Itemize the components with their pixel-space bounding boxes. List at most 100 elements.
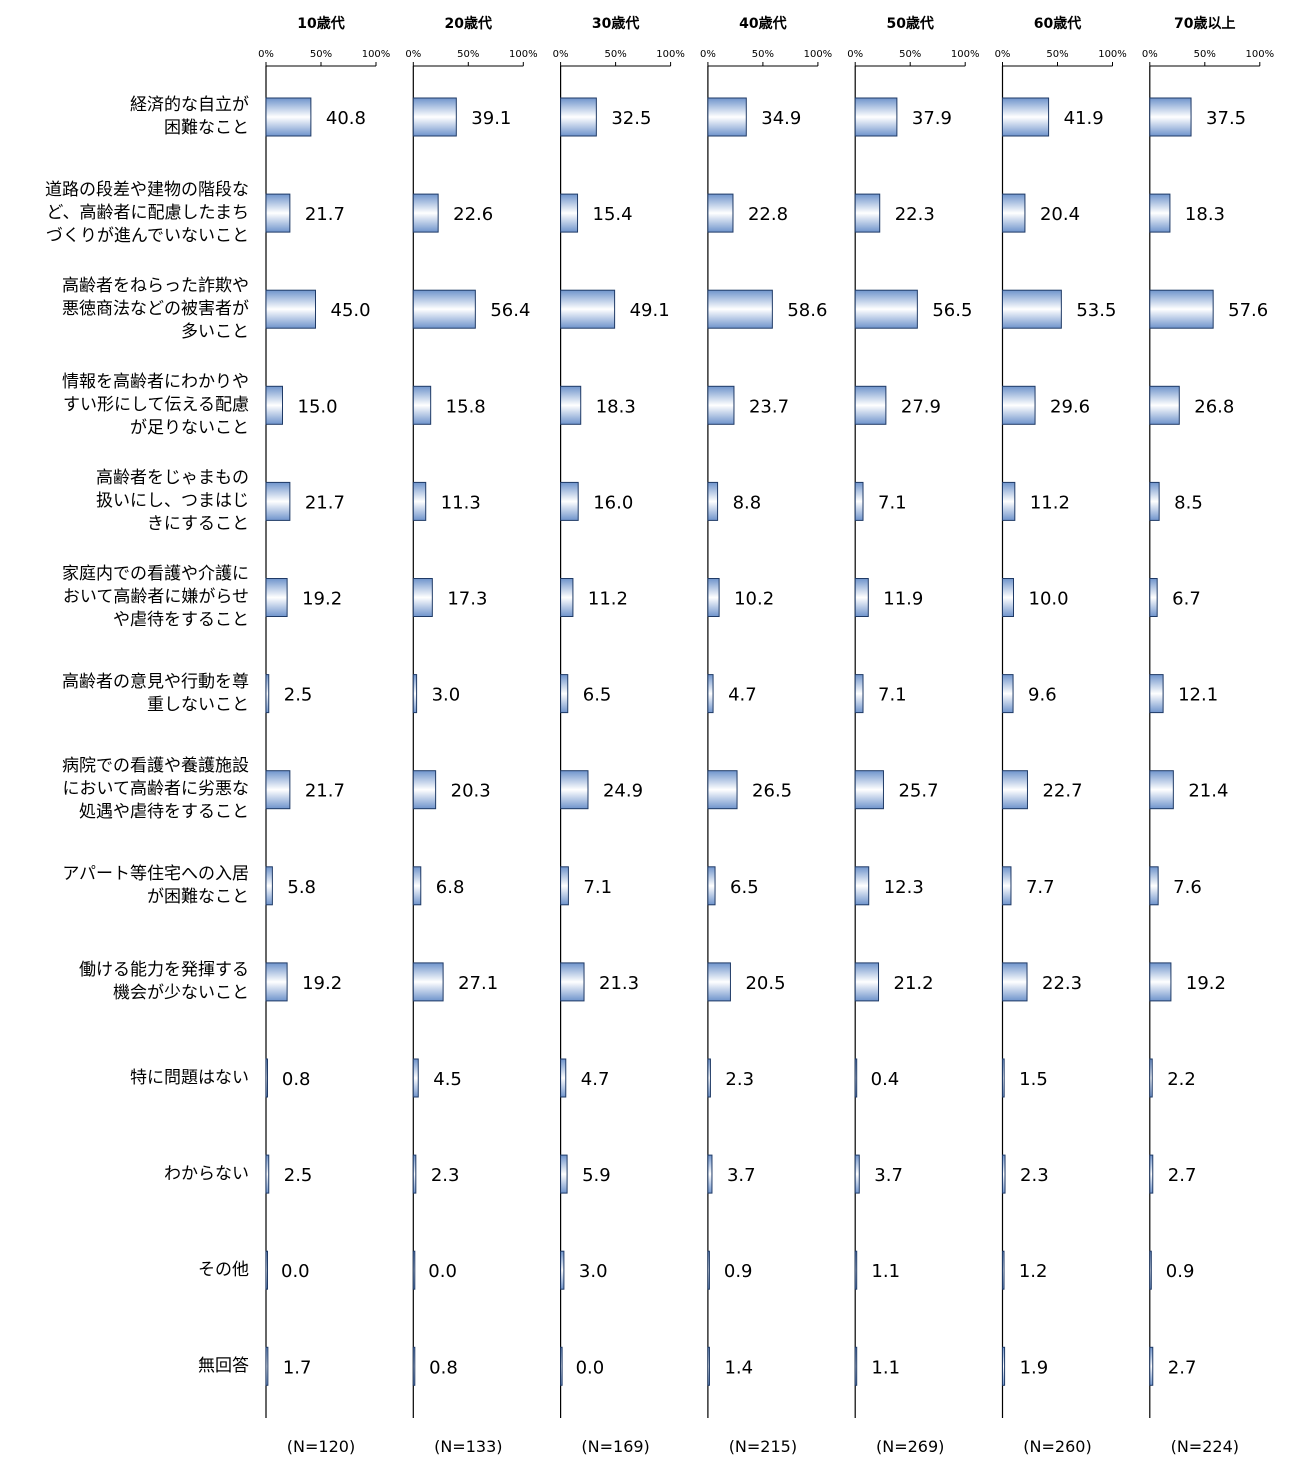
bar bbox=[707, 578, 720, 617]
data-label: 25.7 bbox=[898, 781, 938, 802]
bar bbox=[1002, 1346, 1006, 1386]
sample-size-label: (N=133) bbox=[434, 1437, 502, 1456]
bar bbox=[265, 1154, 270, 1194]
bar bbox=[1002, 578, 1014, 617]
category-label: 情報を高齢者にわかりや すい形にして伝える配慮 が足りないこと bbox=[62, 371, 249, 438]
bar bbox=[1149, 674, 1164, 714]
x-tick-label: 50% bbox=[457, 49, 479, 60]
data-label: 41.9 bbox=[1064, 108, 1104, 129]
category-label: 特に問題はない bbox=[130, 1067, 249, 1088]
sample-size-label: (N=260) bbox=[1023, 1437, 1091, 1456]
data-label: 27.1 bbox=[458, 973, 498, 994]
panel-3: 30歳代 0% 50% 100% 32.5 15.4 49.1 18.3 16.0 11.2 6.5… bbox=[553, 15, 685, 1456]
data-label: 27.9 bbox=[901, 396, 941, 417]
category-label: 道路の段差や建物の階段な ど、高齢者に配慮したまち づくりが進んでいないこと bbox=[45, 179, 249, 246]
bar bbox=[1002, 770, 1028, 810]
data-label: 1.9 bbox=[1020, 1357, 1049, 1378]
panel-5: 50歳代 0% 50% 100% 37.9 22.3 56.5 27.9 7.1 11.9 7.1 2… bbox=[847, 15, 979, 1456]
bar bbox=[412, 385, 432, 425]
data-label: 2.3 bbox=[725, 1069, 754, 1090]
data-label: 0.4 bbox=[871, 1069, 900, 1090]
bar bbox=[1149, 1058, 1153, 1098]
data-label: 12.3 bbox=[884, 877, 924, 898]
data-label: 8.5 bbox=[1174, 492, 1203, 513]
panel-title: 50歳代 bbox=[886, 15, 933, 32]
data-label: 5.9 bbox=[582, 1165, 611, 1186]
data-label: 1.1 bbox=[871, 1357, 900, 1378]
data-label: 11.2 bbox=[1030, 492, 1070, 513]
bar bbox=[707, 1250, 710, 1290]
x-tick-label: 50% bbox=[1046, 49, 1068, 60]
x-tick-label: 100% bbox=[362, 49, 391, 60]
bar bbox=[707, 193, 734, 233]
category-label: 働ける能力を発揮する 機会が少ないこと bbox=[79, 959, 249, 1003]
data-label: 1.4 bbox=[724, 1357, 753, 1378]
bar bbox=[854, 962, 880, 1002]
data-label: 56.4 bbox=[490, 300, 530, 321]
data-label: 21.2 bbox=[894, 973, 934, 994]
bar bbox=[854, 1250, 858, 1290]
bar bbox=[560, 193, 579, 233]
data-label: 1.5 bbox=[1019, 1069, 1048, 1090]
bar bbox=[854, 578, 869, 617]
data-label: 22.7 bbox=[1042, 781, 1082, 802]
x-tick-label: 0% bbox=[1142, 49, 1158, 60]
sample-size-label: (N=215) bbox=[729, 1437, 797, 1456]
sample-size-label: (N=224) bbox=[1171, 1437, 1239, 1456]
bar bbox=[1002, 1154, 1006, 1194]
bar bbox=[412, 1058, 419, 1098]
data-label: 17.3 bbox=[447, 589, 487, 610]
data-label: 7.1 bbox=[583, 877, 612, 898]
data-label: 0.9 bbox=[724, 1261, 753, 1282]
data-label: 3.7 bbox=[874, 1165, 903, 1186]
data-label: 45.0 bbox=[331, 300, 371, 321]
data-label: 29.6 bbox=[1050, 396, 1090, 417]
x-tick-label: 100% bbox=[1246, 49, 1275, 60]
data-label: 24.9 bbox=[603, 781, 643, 802]
bar bbox=[707, 97, 747, 137]
bar bbox=[560, 1346, 563, 1386]
data-label: 5.8 bbox=[287, 877, 316, 898]
data-label: 6.8 bbox=[436, 877, 465, 898]
bar bbox=[1149, 1346, 1154, 1386]
bar bbox=[1149, 578, 1158, 617]
bar bbox=[1149, 193, 1171, 233]
bar bbox=[412, 1154, 417, 1194]
x-tick-label: 50% bbox=[310, 49, 332, 60]
bar bbox=[1149, 1154, 1154, 1194]
bar bbox=[265, 866, 273, 906]
bar bbox=[707, 1058, 711, 1098]
bar bbox=[854, 289, 918, 329]
bar bbox=[560, 578, 574, 617]
data-label: 15.8 bbox=[446, 396, 486, 417]
data-label: 1.7 bbox=[283, 1357, 312, 1378]
data-label: 3.0 bbox=[579, 1261, 608, 1282]
data-label: 7.1 bbox=[878, 492, 907, 513]
bar bbox=[412, 1346, 416, 1386]
bar bbox=[412, 770, 437, 810]
x-tick-label: 50% bbox=[1194, 49, 1216, 60]
bar bbox=[560, 1154, 568, 1194]
bar bbox=[707, 385, 735, 425]
data-label: 19.2 bbox=[302, 973, 342, 994]
data-label: 2.3 bbox=[431, 1165, 460, 1186]
bar bbox=[560, 289, 616, 329]
bar bbox=[560, 674, 569, 714]
bar bbox=[707, 1154, 713, 1194]
bar bbox=[854, 385, 887, 425]
bar bbox=[1002, 289, 1062, 329]
panel-2: 20歳代 0% 50% 100% 39.1 22.6 56.4 15.8 11.3 17.3 3.0… bbox=[405, 15, 537, 1456]
bar bbox=[560, 1250, 565, 1290]
data-label: 3.0 bbox=[432, 685, 461, 706]
data-label: 22.3 bbox=[895, 204, 935, 225]
category-label: 無回答 bbox=[198, 1355, 249, 1376]
bar bbox=[1002, 97, 1050, 137]
data-label: 6.5 bbox=[730, 877, 759, 898]
data-label: 26.8 bbox=[1194, 396, 1234, 417]
bar bbox=[265, 578, 288, 617]
panel-1: 10歳代 0% 50% 100% 40.8 21.7 45.0 15.0 21.7 19.2 2.5… bbox=[258, 15, 390, 1456]
data-label: 0.0 bbox=[576, 1357, 605, 1378]
data-label: 2.7 bbox=[1168, 1165, 1197, 1186]
x-tick-label: 0% bbox=[553, 49, 569, 60]
